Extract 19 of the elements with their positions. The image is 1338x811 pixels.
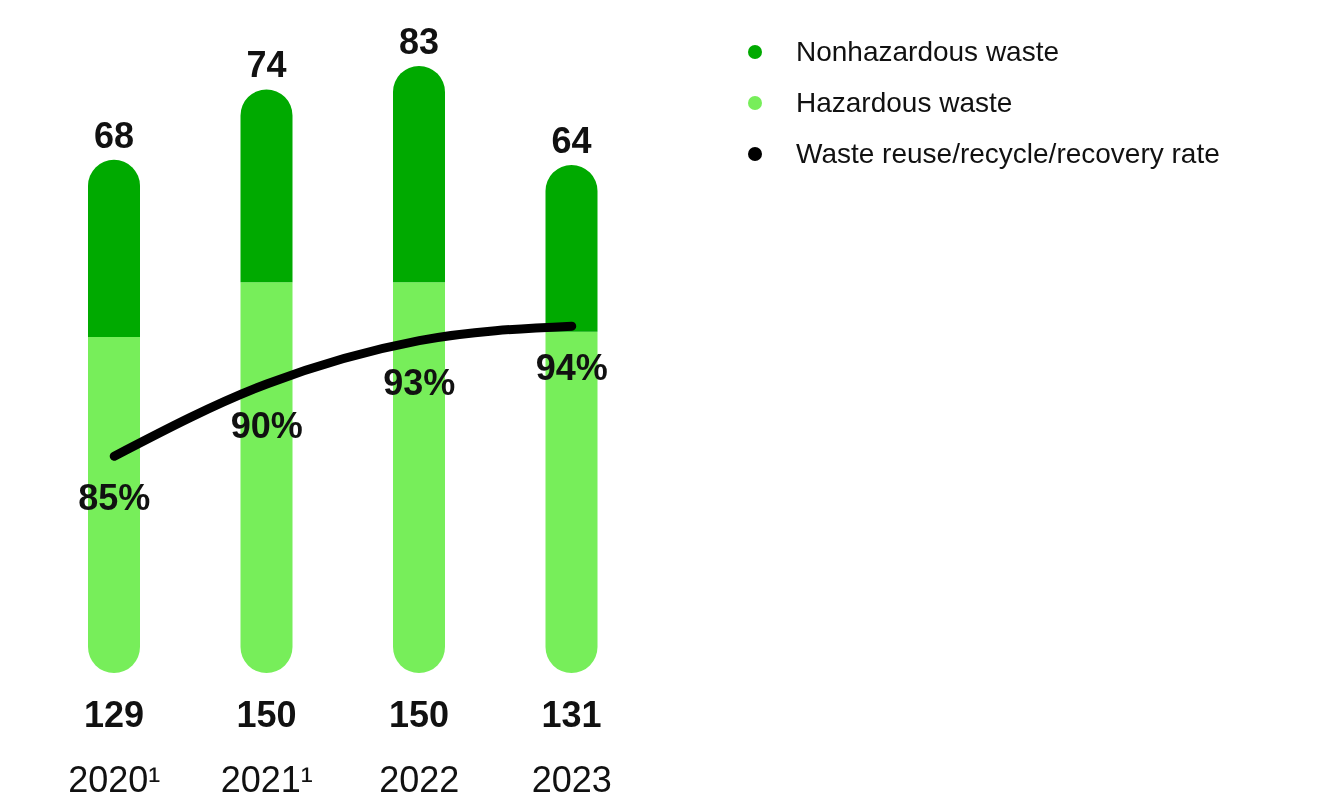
legend-label: Waste reuse/recycle/recovery rate xyxy=(796,137,1220,170)
data-label: 150 xyxy=(388,693,450,735)
data-label: 74 xyxy=(246,44,287,86)
bar xyxy=(545,165,598,332)
bar xyxy=(393,66,445,283)
data-label: 83 xyxy=(398,21,440,62)
legend-label: Hazardous waste xyxy=(796,86,1013,119)
x-tick-label: 2023 xyxy=(531,758,612,800)
x-tick-label: 2021¹ xyxy=(220,758,313,800)
data-label: 150 xyxy=(236,693,297,735)
data-label: 129 xyxy=(83,693,145,735)
x-tick-label: 2022 xyxy=(379,758,460,800)
data-label: 68 xyxy=(93,114,135,156)
data-label: 64 xyxy=(551,120,592,161)
bar xyxy=(88,159,140,337)
bar xyxy=(240,89,293,283)
legend-label: Nonhazardous waste xyxy=(796,35,1060,68)
x-tick-label: 2020¹ xyxy=(68,758,161,800)
data-label: 131 xyxy=(541,693,602,735)
